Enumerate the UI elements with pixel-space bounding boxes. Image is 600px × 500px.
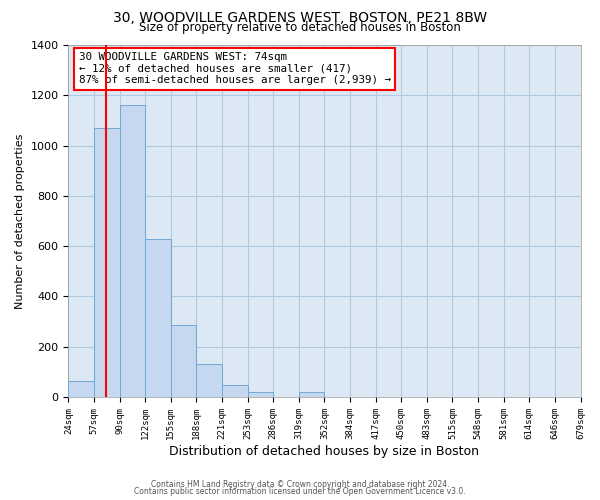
- Bar: [222, 385, 248, 397]
- Bar: [248, 392, 273, 397]
- Bar: [119, 106, 145, 397]
- Text: Size of property relative to detached houses in Boston: Size of property relative to detached ho…: [139, 21, 461, 34]
- X-axis label: Distribution of detached houses by size in Boston: Distribution of detached houses by size …: [169, 444, 479, 458]
- Bar: [145, 238, 171, 397]
- Text: Contains HM Land Registry data © Crown copyright and database right 2024.: Contains HM Land Registry data © Crown c…: [151, 480, 449, 489]
- Bar: [94, 128, 119, 397]
- Text: 30 WOODVILLE GARDENS WEST: 74sqm
← 12% of detached houses are smaller (417)
87% : 30 WOODVILLE GARDENS WEST: 74sqm ← 12% o…: [79, 52, 391, 85]
- Bar: [68, 380, 94, 397]
- Bar: [299, 392, 325, 397]
- Y-axis label: Number of detached properties: Number of detached properties: [15, 134, 25, 308]
- Bar: [196, 364, 222, 397]
- Text: 30, WOODVILLE GARDENS WEST, BOSTON, PE21 8BW: 30, WOODVILLE GARDENS WEST, BOSTON, PE21…: [113, 11, 487, 25]
- Bar: [171, 326, 196, 397]
- Text: Contains public sector information licensed under the Open Government Licence v3: Contains public sector information licen…: [134, 487, 466, 496]
